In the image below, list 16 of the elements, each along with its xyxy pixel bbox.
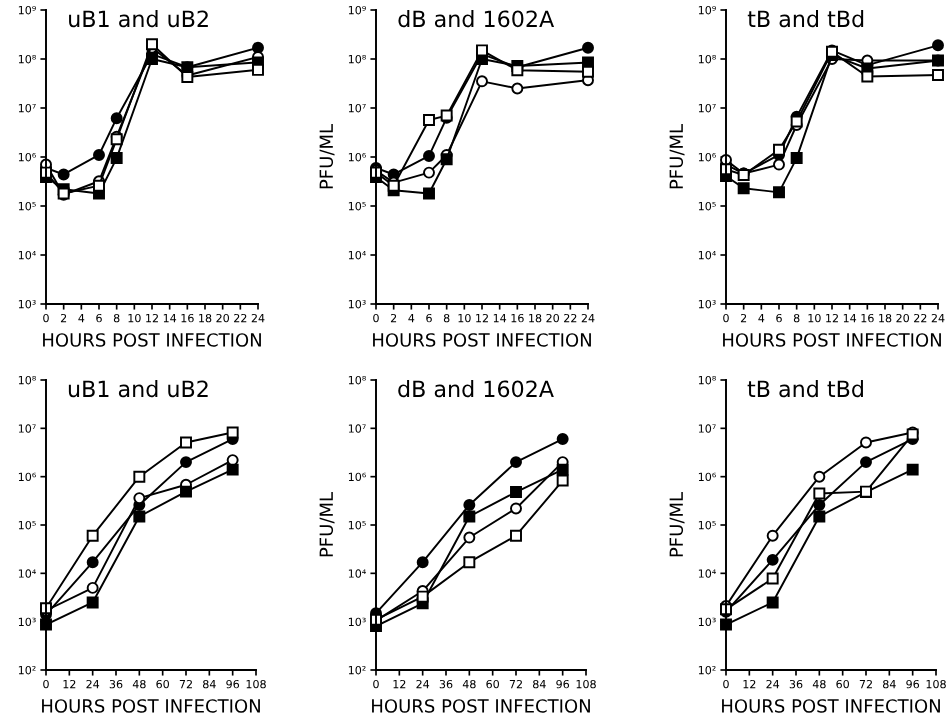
chart-title: dB and 1602A <box>398 380 554 398</box>
chart-title: tB and tBd <box>747 10 864 28</box>
x-axis-title: HOURS POST INFECTION <box>42 699 260 713</box>
chart-title: uB1 and uB2 <box>69 10 208 28</box>
x-axis-title: HOURS POST INFECTION <box>43 333 261 347</box>
x-axis-title: HOURS POST INFECTION <box>723 333 941 347</box>
chart-title: dB and 1602A <box>398 10 555 28</box>
chart-title: tB and tBd <box>747 380 863 398</box>
y-axis-title: PFU/ML <box>669 123 685 189</box>
y-axis-title: PFU/ML <box>669 491 685 557</box>
x-axis-title: HOURS POST INFECTION <box>372 699 590 713</box>
x-axis-title: HOURS POST INFECTION <box>373 333 591 347</box>
x-axis-title: HOURS POST INFECTION <box>722 699 940 713</box>
chart-title: uB1 and uB2 <box>68 380 208 398</box>
y-axis-title: PFU/ML <box>319 491 335 557</box>
y-axis-title: PFU/ML <box>319 123 335 189</box>
